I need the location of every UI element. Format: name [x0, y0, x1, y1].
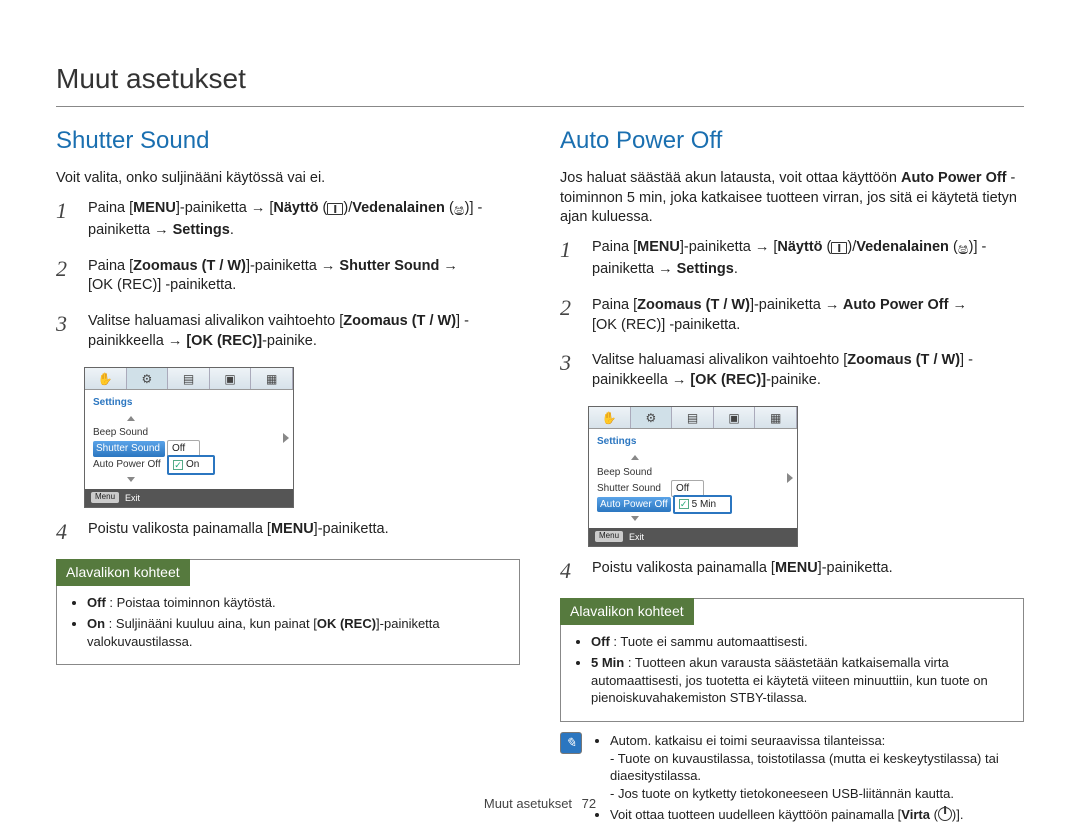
step-num: 3 — [560, 351, 578, 390]
tab-icon: ⚙ — [127, 368, 169, 389]
step-1: 1 Paina [MENU]-painiketta → [Näyttö ()/V… — [560, 238, 1024, 280]
submenu-on: On : Suljinääni kuuluu aina, kun painat … — [87, 615, 509, 650]
lcd-shutter-screenshot: ✋ ⚙ ▤ ▣ ▦ Settings Beep Sound Shutter So… — [84, 367, 294, 508]
tab-icon: ▦ — [251, 368, 293, 389]
right-column: Auto Power Off Jos haluat säästää akun l… — [560, 125, 1024, 828]
shutter-steps: 1 Paina [MENU]-painiketta → [Näyttö ()/V… — [56, 199, 520, 351]
submenu-off: Off : Tuote ei sammu automaattisesti. — [591, 633, 1013, 651]
note-icon: ✎ — [560, 732, 582, 754]
lcd-row: Auto Power Off ✓On — [93, 457, 285, 473]
check-icon: ✓ — [679, 499, 689, 509]
check-icon: ✓ — [173, 460, 183, 470]
submenu-list: Off : Poistaa toiminnon käytöstä. On : S… — [67, 594, 509, 651]
tab-icon: ▤ — [168, 368, 210, 389]
left-column: Shutter Sound Voit valita, onko suljinää… — [56, 125, 520, 828]
tab-icon: ▣ — [714, 407, 756, 428]
step-4: 4 Poistu valikosta painamalla [MENU]-pai… — [560, 559, 1024, 582]
menu-badge: Menu — [91, 492, 119, 503]
up-arrow-icon — [127, 416, 135, 421]
step-body: Paina [Zoomaus (T / W)]-painiketta → Shu… — [88, 257, 520, 296]
down-arrow-icon — [127, 477, 135, 482]
step-body: Valitse haluamasi alivalikon vaihtoehto … — [88, 312, 520, 351]
submenu-off: Off : Poistaa toiminnon käytöstä. — [87, 594, 509, 612]
step-body: Paina [MENU]-painiketta → [Näyttö ()/Ved… — [88, 199, 520, 241]
right-arrow-icon — [283, 433, 289, 443]
callout-heading: Alavalikon kohteet — [560, 598, 694, 625]
down-arrow-icon — [631, 516, 639, 521]
step-body: Poistu valikosta painamalla [MENU]-paini… — [592, 559, 1024, 582]
lcd-footer: Menu Exit — [589, 528, 797, 546]
lcd-option-5min: ✓5 Min — [673, 495, 732, 515]
submenu-list: Off : Tuote ei sammu automaattisesti. 5 … — [571, 633, 1013, 707]
page-footer: Muut asetukset 72 — [0, 795, 1080, 813]
lcd-row: Beep Sound — [93, 425, 285, 441]
step-2: 2 Paina [Zoomaus (T / W)]-painiketta → A… — [560, 296, 1024, 335]
up-arrow-icon — [631, 455, 639, 460]
step-1: 1 Paina [MENU]-painiketta → [Näyttö ()/V… — [56, 199, 520, 241]
step-body: Paina [Zoomaus (T / W)]-painiketta → Aut… — [592, 296, 1024, 335]
note-body: Autom. katkaisu ei toimi seuraavissa til… — [592, 732, 1024, 828]
exit-label: Exit — [125, 492, 140, 504]
apo-intro: Jos haluat säästää akun latausta, voit o… — [560, 169, 1024, 228]
display-icon — [327, 203, 343, 215]
underwater-icon: ෂ — [454, 200, 465, 222]
exit-label: Exit — [629, 531, 644, 543]
shutter-intro: Voit valita, onko suljinääni käytössä va… — [56, 169, 520, 189]
lcd-tabs: ✋ ⚙ ▤ ▣ ▦ — [589, 407, 797, 429]
lcd-tabs: ✋ ⚙ ▤ ▣ ▦ — [85, 368, 293, 390]
right-arrow-icon — [787, 473, 793, 483]
step-body: Paina [MENU]-painiketta → [Näyttö ()/Ved… — [592, 238, 1024, 280]
apo-submenu-box: Alavalikon kohteet Off : Tuote ei sammu … — [560, 598, 1024, 722]
auto-power-off-heading: Auto Power Off — [560, 125, 1024, 157]
shutter-steps-cont: 4 Poistu valikosta painamalla [MENU]-pai… — [56, 520, 520, 543]
page-title: Muut asetukset — [56, 60, 1024, 107]
lcd-body: Settings Beep Sound Shutter Sound Off Au… — [589, 429, 797, 528]
step-num: 2 — [560, 296, 578, 335]
step-2: 2 Paina [Zoomaus (T / W)]-painiketta → S… — [56, 257, 520, 296]
tab-icon: ▣ — [210, 368, 252, 389]
tab-icon: ✋ — [589, 407, 631, 428]
lcd-row: Beep Sound — [597, 464, 789, 480]
note-line: Autom. katkaisu ei toimi seuraavissa til… — [610, 732, 1024, 802]
shutter-submenu-box: Alavalikon kohteet Off : Poistaa toiminn… — [56, 559, 520, 666]
tab-icon: ▦ — [755, 407, 797, 428]
step-num: 4 — [560, 559, 578, 582]
lcd-body: Settings Beep Sound Shutter Sound Off Au… — [85, 390, 293, 489]
lcd-title: Settings — [93, 396, 285, 410]
footer-label: Muut asetukset — [484, 796, 572, 811]
lcd-title: Settings — [597, 435, 789, 449]
lcd-footer: Menu Exit — [85, 489, 293, 507]
step-body: Valitse haluamasi alivalikon vaihtoehto … — [592, 351, 1024, 390]
step-4: 4 Poistu valikosta painamalla [MENU]-pai… — [56, 520, 520, 543]
step-3: 3 Valitse haluamasi alivalikon vaihtoeht… — [560, 351, 1024, 390]
lcd-apo-screenshot: ✋ ⚙ ▤ ▣ ▦ Settings Beep Sound Shutter So… — [588, 406, 798, 547]
step-body: Poistu valikosta painamalla [MENU]-paini… — [88, 520, 520, 543]
menu-badge: Menu — [595, 531, 623, 542]
tab-icon: ▤ — [672, 407, 714, 428]
callout-heading: Alavalikon kohteet — [56, 559, 190, 586]
tab-icon: ✋ — [85, 368, 127, 389]
apo-steps: 1 Paina [MENU]-painiketta → [Näyttö ()/V… — [560, 238, 1024, 390]
shutter-sound-heading: Shutter Sound — [56, 125, 520, 157]
step-num: 2 — [56, 257, 74, 296]
step-3: 3 Valitse haluamasi alivalikon vaihtoeht… — [56, 312, 520, 351]
step-num: 1 — [560, 238, 578, 280]
submenu-5min: 5 Min : Tuotteen akun varausta säästetää… — [591, 654, 1013, 707]
step-num: 3 — [56, 312, 74, 351]
underwater-icon: ෂ — [958, 239, 969, 261]
two-column-layout: Shutter Sound Voit valita, onko suljinää… — [56, 125, 1024, 828]
apo-steps-cont: 4 Poistu valikosta painamalla [MENU]-pai… — [560, 559, 1024, 582]
lcd-row-selected: Auto Power Off ✓5 Min — [597, 496, 789, 512]
page-number: 72 — [582, 795, 596, 813]
step-num: 1 — [56, 199, 74, 241]
display-icon — [831, 242, 847, 254]
lcd-option-on: ✓On — [167, 455, 215, 475]
step-num: 4 — [56, 520, 74, 543]
note-block: ✎ Autom. katkaisu ei toimi seuraavissa t… — [560, 732, 1024, 828]
tab-icon: ⚙ — [631, 407, 673, 428]
lcd-row: Shutter Sound Off — [597, 480, 789, 496]
